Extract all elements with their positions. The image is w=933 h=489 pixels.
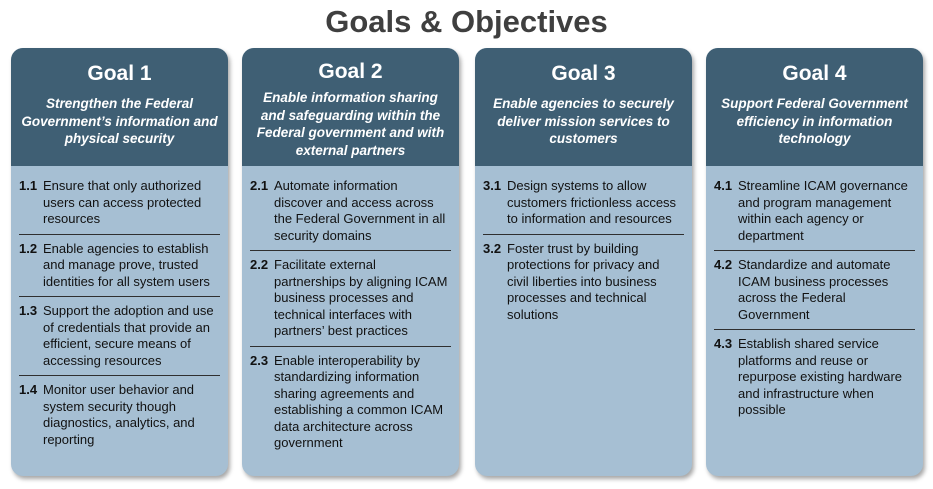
objective-text: Standardize and automate ICAM business p… — [738, 257, 891, 322]
objective-text: Automate information discover and access… — [274, 178, 446, 243]
objective-number: 1.2 — [19, 240, 38, 256]
objective-item: 3.1 Design systems to allow customers fr… — [483, 178, 684, 234]
objective-text: Streamline ICAM governance and program m… — [738, 178, 908, 243]
objective-text: Ensure that only authorized users can ac… — [43, 178, 202, 226]
objective-number: 4.1 — [714, 178, 733, 193]
objective-text: Enable agencies to establish and manage … — [43, 240, 210, 289]
objective-number: 1.4 — [19, 382, 38, 397]
objective-item: 4.3 Establish shared service platforms a… — [714, 329, 915, 425]
objective-item: 1.1 Ensure that only authorized users ca… — [19, 178, 220, 234]
goal-description: Enable information sharing and safeguard… — [256, 90, 445, 158]
goal-card-3: Goal 3 Enable agencies to securely deliv… — [475, 48, 692, 476]
objective-text: Facilitate external partnerships by alig… — [274, 257, 448, 338]
goal-card-2: Goal 2 Enable information sharing and sa… — [242, 48, 459, 476]
goal-card-4: Goal 4 Support Federal Government effici… — [706, 48, 923, 476]
goal-title: Goal 1 — [87, 62, 152, 85]
objective-text: Design systems to allow customers fricti… — [507, 178, 677, 226]
objective-number: 2.3 — [250, 352, 269, 368]
goal-objectives: 1.1 Ensure that only authorized users ca… — [11, 166, 228, 476]
objective-number: 1.1 — [19, 178, 38, 193]
objective-text: Monitor user behavior and system securit… — [43, 382, 195, 447]
goal-description: Strengthen the Federal Government’s info… — [21, 96, 218, 146]
objective-item: 1.2 Enable agencies to establish and man… — [19, 233, 220, 297]
objective-item: 4.1 Streamline ICAM governance and progr… — [714, 178, 915, 250]
goal-header: Goal 2 Enable information sharing and sa… — [242, 48, 459, 166]
goal-objectives: 4.1 Streamline ICAM governance and progr… — [706, 166, 923, 476]
objective-text: Enable interoperability by standardizing… — [274, 352, 444, 451]
goal-description: Support Federal Government efficiency in… — [721, 96, 908, 146]
objective-number: 1.3 — [19, 303, 38, 318]
objective-number: 2.1 — [250, 178, 269, 193]
goal-title: Goal 2 — [318, 60, 383, 83]
goal-card-1: Goal 1 Strengthen the Federal Government… — [11, 48, 228, 476]
objective-text: Support the adoption and use of credenti… — [43, 303, 214, 368]
objective-number: 4.2 — [714, 257, 733, 272]
objective-item: 3.2 Foster trust by building protections… — [483, 233, 684, 330]
goal-header: Goal 4 Support Federal Government effici… — [706, 48, 923, 166]
objective-text: Establish shared service platforms and r… — [738, 336, 903, 417]
objective-item: 1.4 Monitor user behavior and system sec… — [19, 375, 220, 454]
goal-header: Goal 3 Enable agencies to securely deliv… — [475, 48, 692, 166]
objective-number: 2.2 — [250, 257, 269, 272]
objective-text: Foster trust by building protections for… — [507, 240, 660, 322]
objective-number: 4.3 — [714, 336, 733, 351]
objective-item: 4.2 Standardize and automate ICAM busine… — [714, 250, 915, 329]
goal-title: Goal 4 — [782, 62, 847, 85]
goal-objectives: 3.1 Design systems to allow customers fr… — [475, 166, 692, 476]
page-title: Goals & Objectives — [325, 4, 608, 39]
objective-number: 3.1 — [483, 178, 502, 193]
goal-header: Goal 1 Strengthen the Federal Government… — [11, 48, 228, 166]
goal-title: Goal 3 — [551, 62, 616, 85]
goal-objectives: 2.1 Automate information discover and ac… — [242, 166, 459, 476]
objective-item: 1.3 Support the adoption and use of cred… — [19, 296, 220, 375]
objective-number: 3.2 — [483, 240, 502, 256]
objective-item: 2.3 Enable interoperability by standardi… — [250, 345, 451, 458]
goal-description: Enable agencies to securely deliver miss… — [493, 96, 674, 146]
objective-item: 2.2 Facilitate external partnerships by … — [250, 250, 451, 346]
objective-item: 2.1 Automate information discover and ac… — [250, 178, 451, 250]
